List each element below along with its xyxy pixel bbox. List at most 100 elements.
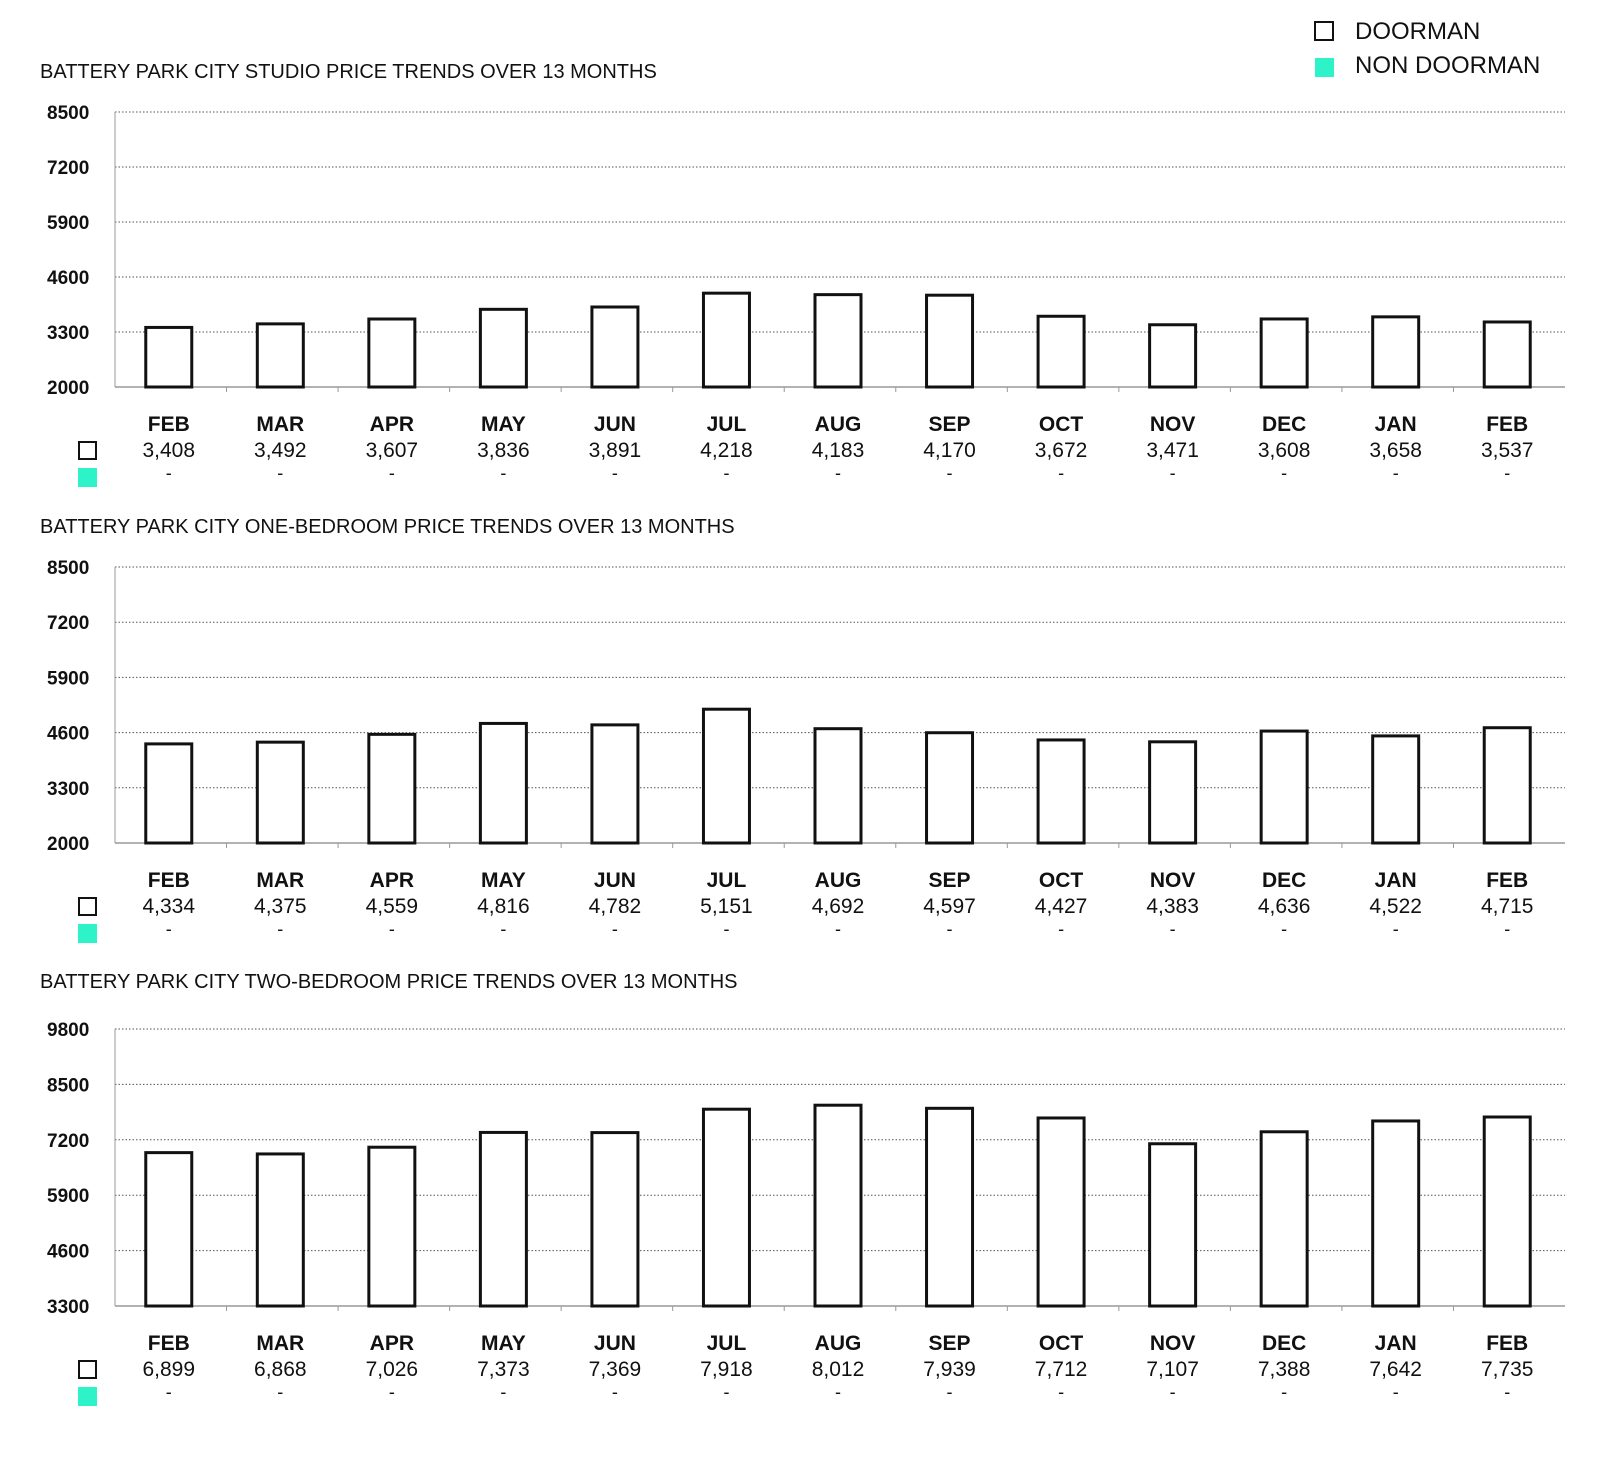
bar-doorman: [701, 291, 751, 389]
chart-panel-one-bedroom: BATTERY PARK CITY ONE-BEDROOM PRICE TREN…: [40, 516, 1565, 943]
x-tick-label: SEP: [929, 1332, 971, 1355]
x-tick-label: MAY: [481, 869, 526, 892]
data-label-non-doorman: -: [166, 1382, 172, 1402]
data-label-doorman: 4,715: [1481, 895, 1534, 918]
data-label-non-doorman: -: [1504, 919, 1510, 939]
data-label-non-doorman: -: [277, 463, 283, 483]
chart-panel-studio: BATTERY PARK CITY STUDIO PRICE TRENDS OV…: [40, 61, 1565, 487]
x-tick-label: NOV: [1150, 1332, 1196, 1355]
data-label-non-doorman: -: [500, 919, 506, 939]
data-label-doorman: 7,735: [1481, 1358, 1534, 1381]
data-label-non-doorman: -: [277, 919, 283, 939]
data-label-non-doorman: -: [947, 463, 953, 483]
x-tick-label: MAY: [481, 1332, 526, 1355]
bar-doorman: [255, 1152, 305, 1308]
bar-doorman: [478, 721, 528, 845]
data-label-doorman: 7,642: [1369, 1358, 1422, 1381]
data-label-non-doorman: -: [723, 919, 729, 939]
y-tick-label: 4600: [47, 724, 89, 745]
y-tick-label: 8500: [47, 1075, 89, 1096]
x-tick-label: MAR: [256, 1332, 304, 1355]
bar-doorman: [1148, 740, 1198, 845]
x-tick-label: FEB: [1486, 869, 1528, 892]
bar-doorman: [144, 1151, 194, 1308]
bar-doorman: [1036, 1116, 1086, 1308]
bar-doorman: [478, 1130, 528, 1308]
data-label-non-doorman: -: [835, 463, 841, 483]
x-tick-label: AUG: [815, 413, 862, 436]
chart-title: BATTERY PARK CITY STUDIO PRICE TRENDS OV…: [40, 61, 657, 83]
y-tick-label: 8500: [47, 558, 89, 579]
x-tick-label: FEB: [148, 413, 190, 436]
data-label-non-doorman: -: [1393, 463, 1399, 483]
data-label-non-doorman: -: [389, 1382, 395, 1402]
data-label-doorman: 3,672: [1035, 439, 1088, 462]
x-tick-label: JUN: [594, 413, 636, 436]
data-label-doorman: 7,026: [366, 1358, 419, 1381]
data-label-non-doorman: -: [723, 463, 729, 483]
bar-doorman: [478, 307, 528, 389]
x-tick-label: AUG: [815, 1332, 862, 1355]
x-tick-label: JUN: [594, 869, 636, 892]
data-label-non-doorman: -: [1281, 919, 1287, 939]
data-label-non-doorman: -: [166, 463, 172, 483]
y-tick-label: 5900: [47, 1186, 89, 1207]
bar-doorman: [813, 727, 863, 845]
x-tick-label: SEP: [929, 869, 971, 892]
data-label-non-doorman: -: [612, 463, 618, 483]
bar-doorman: [1259, 729, 1309, 845]
data-label-non-doorman: -: [723, 1382, 729, 1402]
filled-square-icon: [78, 1387, 97, 1406]
data-label-doorman: 7,373: [477, 1358, 530, 1381]
x-tick-label: APR: [370, 413, 414, 436]
hollow-square-icon: [78, 1360, 97, 1379]
y-tick-label: 2000: [47, 378, 89, 399]
data-label-non-doorman: -: [947, 919, 953, 939]
chart-title: BATTERY PARK CITY ONE-BEDROOM PRICE TREN…: [40, 516, 735, 538]
bar-doorman: [367, 732, 417, 845]
y-tick-label: 4600: [47, 1242, 89, 1263]
x-tick-label: SEP: [929, 413, 971, 436]
data-label-non-doorman: -: [1504, 463, 1510, 483]
chart-title: BATTERY PARK CITY TWO-BEDROOM PRICE TREN…: [40, 971, 738, 993]
data-label-non-doorman: -: [835, 1382, 841, 1402]
data-label-non-doorman: -: [389, 463, 395, 483]
bar-doorman: [701, 707, 751, 845]
bar-doorman: [813, 293, 863, 389]
bar-doorman: [925, 1106, 975, 1308]
filled-square-icon: [78, 924, 97, 943]
data-label-doorman: 4,559: [366, 895, 419, 918]
data-label-non-doorman: -: [1504, 1382, 1510, 1402]
data-label-doorman: 3,537: [1481, 439, 1534, 462]
bar-doorman: [1482, 320, 1532, 389]
x-tick-label: MAR: [256, 413, 304, 436]
data-label-doorman: 5,151: [700, 895, 753, 918]
x-tick-label: OCT: [1039, 413, 1084, 436]
legend: DOORMAN NON DOORMAN: [1314, 18, 1540, 79]
data-label-doorman: 3,891: [589, 439, 642, 462]
data-label-non-doorman: -: [500, 1382, 506, 1402]
x-tick-label: JAN: [1375, 869, 1417, 892]
x-tick-label: FEB: [148, 1332, 190, 1355]
x-tick-label: NOV: [1150, 413, 1196, 436]
data-label-non-doorman: -: [835, 919, 841, 939]
x-tick-label: FEB: [1486, 413, 1528, 436]
x-tick-label: NOV: [1150, 869, 1196, 892]
data-label-non-doorman: -: [1281, 1382, 1287, 1402]
data-label-doorman: 4,375: [254, 895, 307, 918]
data-label-doorman: 4,782: [589, 895, 642, 918]
data-label-doorman: 7,712: [1035, 1358, 1088, 1381]
bar-doorman: [590, 723, 640, 845]
y-tick-label: 7200: [47, 1131, 89, 1152]
bar-doorman: [255, 740, 305, 845]
data-label-non-doorman: -: [166, 919, 172, 939]
bar-doorman: [813, 1103, 863, 1308]
data-label-doorman: 4,170: [923, 439, 976, 462]
data-label-doorman: 3,408: [142, 439, 195, 462]
data-label-non-doorman: -: [1170, 1382, 1176, 1402]
hollow-square-icon: [78, 897, 97, 916]
chart-panel-two-bedroom: BATTERY PARK CITY TWO-BEDROOM PRICE TREN…: [40, 971, 1565, 1406]
data-label-doorman: 3,836: [477, 439, 530, 462]
data-label-non-doorman: -: [1058, 1382, 1064, 1402]
